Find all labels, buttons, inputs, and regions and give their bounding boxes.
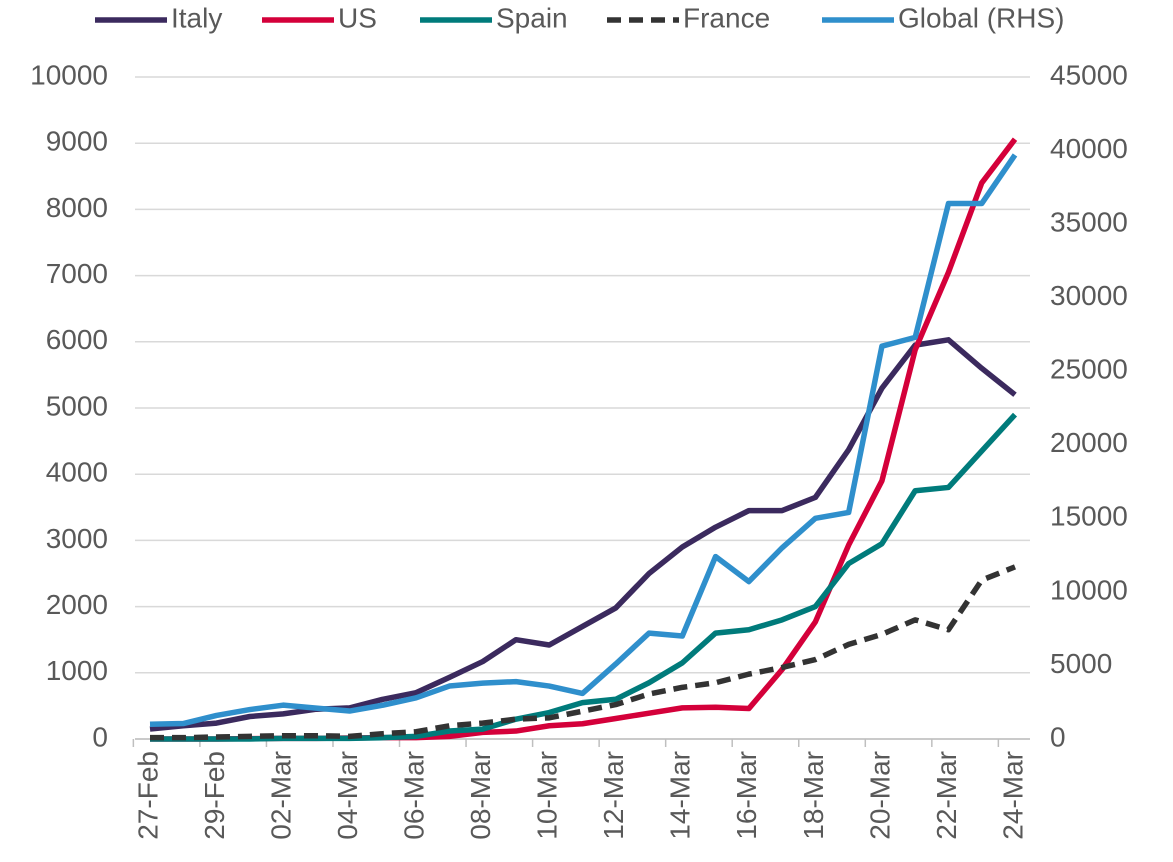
x-tick-label: 06-Mar	[399, 751, 430, 840]
y-tick-label: 7000	[46, 258, 108, 289]
y2-tick-label: 45000	[1050, 59, 1128, 90]
y2-tick-label: 30000	[1050, 280, 1128, 311]
y2-tick-label: 10000	[1050, 574, 1128, 605]
y-tick-label: 1000	[46, 655, 108, 686]
x-tick-label: 14-Mar	[665, 751, 696, 840]
x-tick-label: 29-Feb	[199, 751, 230, 840]
x-tick-label: 20-Mar	[864, 751, 895, 840]
y-tick-label: 10000	[30, 59, 108, 90]
y2-tick-label: 5000	[1050, 648, 1112, 679]
y2-tick-label: 0	[1050, 721, 1066, 752]
y-tick-label: 8000	[46, 192, 108, 223]
x-tick-label: 02-Mar	[265, 751, 296, 840]
legend-label: Italy	[171, 2, 222, 33]
legend-label: France	[683, 2, 770, 33]
y-tick-label: 2000	[46, 589, 108, 620]
x-tick-label: 10-Mar	[532, 751, 563, 840]
x-tick-label: 27-Feb	[132, 751, 163, 840]
y2-tick-label: 20000	[1050, 427, 1128, 458]
x-tick-label: 24-Mar	[997, 751, 1028, 840]
x-tick-label: 12-Mar	[598, 751, 629, 840]
legend-label: Global (RHS)	[898, 2, 1064, 33]
series-line	[149, 153, 1018, 728]
legend-label: Spain	[496, 2, 568, 33]
y-tick-label: 3000	[46, 523, 108, 554]
y-tick-label: 5000	[46, 390, 108, 421]
y2-tick-label: 25000	[1050, 354, 1128, 385]
y2-tick-label: 35000	[1050, 207, 1128, 238]
series-line	[150, 564, 1017, 741]
y-tick-label: 0	[92, 721, 108, 752]
y-tick-label: 6000	[46, 324, 108, 355]
y-tick-label: 4000	[46, 457, 108, 488]
series-line	[150, 137, 1018, 742]
y2-tick-label: 15000	[1050, 501, 1128, 532]
legend-label: US	[338, 2, 377, 33]
x-tick-label: 22-Mar	[931, 751, 962, 840]
x-tick-label: 16-Mar	[731, 751, 762, 840]
x-tick-label: 18-Mar	[798, 751, 829, 840]
x-tick-label: 08-Mar	[465, 751, 496, 840]
y2-tick-label: 40000	[1050, 133, 1128, 164]
x-tick-label: 04-Mar	[332, 751, 363, 840]
y-tick-label: 9000	[46, 126, 108, 157]
